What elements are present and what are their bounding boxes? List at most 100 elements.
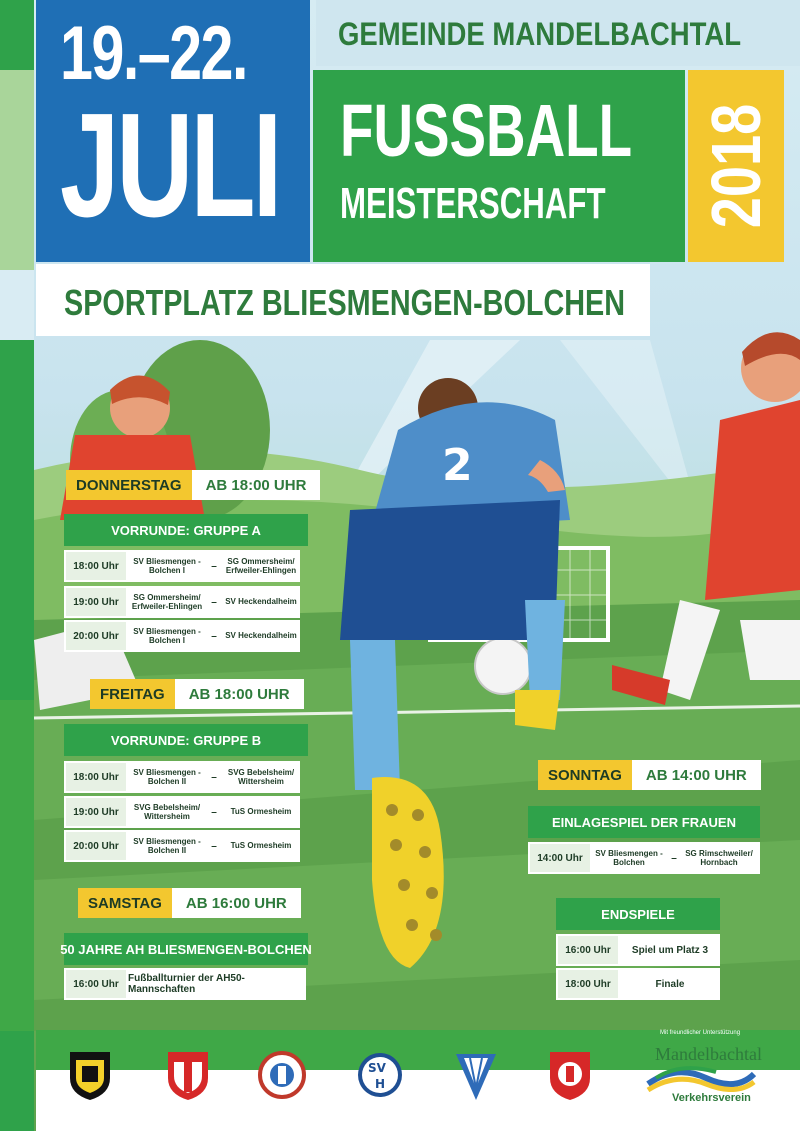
match-time: 20:00 Uhr — [64, 620, 128, 652]
match-pairing: SG Ommersheim/ Erfweiler-Ehlingen – SV H… — [128, 586, 300, 618]
title-line-2: MEISTERSCHAFT — [340, 179, 606, 228]
event-name: Spiel um Platz 3 — [620, 934, 720, 966]
home-team: SVG Bebelsheim/ Wittersheim — [133, 802, 201, 821]
home-team: SV Bliesmengen -Bolchen II — [133, 767, 201, 786]
match-pairing: SV Bliesmengen -Bolchen I – SG Ommershei… — [128, 550, 300, 582]
away-team: TuS Ormesheim — [230, 841, 292, 851]
match-time: 19:00 Uhr — [64, 796, 128, 828]
match-row: 19:00 Uhr SG Ommersheim/ Erfweiler-Ehlin… — [64, 586, 300, 618]
day-header-freitag: FREITAG AB 18:00 UHR — [90, 679, 304, 709]
day-label: SAMSTAG — [78, 888, 172, 918]
away-team: SG Rimschweiler/ Hornbach — [685, 848, 753, 867]
day-start-time: AB 16:00 UHR — [171, 888, 301, 918]
match-pairing: SV Bliesmengen -Bolchen II – TuS Ormeshe… — [128, 830, 300, 862]
day-start-time: AB 18:00 UHR — [191, 470, 321, 500]
home-team: SV Bliesmengen -Bolchen I — [133, 626, 201, 645]
dash: – — [211, 840, 217, 852]
day-label: FREITAG — [90, 679, 175, 709]
day-header-sonntag: SONNTAG AB 14:00 UHR — [538, 760, 761, 790]
sponsor-band — [36, 1030, 800, 1070]
event-row: 16:00 Uhr Fußballturnier der AH50-Mannsc… — [64, 968, 306, 1000]
date-panel — [36, 0, 310, 262]
away-team: SV Heckendalheim — [225, 631, 297, 641]
event-time: 16:00 Uhr — [64, 968, 128, 1000]
month: JULI — [60, 83, 282, 248]
year: 2018 — [697, 103, 776, 229]
home-team: SV Bliesmengen -Bolchen I — [133, 556, 201, 575]
support-note: Mit freundlicher Unterstützung — [660, 1030, 741, 1036]
event-name: Fußballturnier der AH50-Mannschaften — [128, 968, 306, 1000]
away-team: SV Heckendalheim — [225, 597, 297, 607]
dash: – — [211, 596, 217, 608]
match-row: 14:00 Uhr SV Bliesmengen -Bolchen – SG R… — [528, 842, 760, 874]
match-time: 14:00 Uhr — [528, 842, 592, 874]
home-team: SV Bliesmengen -Bolchen II — [133, 836, 201, 855]
svg-text:SV: SV — [368, 1061, 387, 1075]
dash: – — [671, 852, 677, 864]
event-time: 18:00 Uhr — [556, 968, 620, 1000]
dash: – — [211, 560, 217, 572]
match-time: 18:00 Uhr — [64, 761, 128, 793]
sponsor-subtitle: Verkehrsverein — [672, 1092, 751, 1104]
group-header: VORRUNDE: GRUPPE B — [64, 724, 308, 756]
left-stripe-segment — [0, 270, 34, 340]
day-label: DONNERSTAG — [66, 470, 192, 500]
year-panel — [688, 70, 784, 262]
svh-crest-icon: SV H — [358, 1053, 402, 1097]
group-header: EINLAGESPIEL DER FRAUEN — [528, 806, 760, 838]
club-shield-icon — [550, 1052, 590, 1100]
svg-text:H: H — [375, 1077, 385, 1091]
match-row: 18:00 Uhr SV Bliesmengen -Bolchen I – SG… — [64, 550, 300, 582]
day-header-samstag: SAMSTAG AB 16:00 UHR — [78, 888, 301, 918]
away-team: SVG Bebelsheim/ Wittersheim — [227, 767, 295, 786]
year-wrapper: 2018 — [688, 70, 784, 262]
sponsor-logo-waves-icon — [646, 1066, 756, 1092]
match-pairing: SV Bliesmengen -Bolchen – SG Rimschweile… — [592, 842, 760, 874]
left-stripe-segment — [0, 70, 34, 270]
event-time: 16:00 Uhr — [556, 934, 620, 966]
sponsor-name: Mandelbachtal — [655, 1044, 762, 1064]
group-header: 50 JAHRE AH BLIESMENGEN-BOLCHEN — [60, 933, 312, 965]
left-stripe-segment — [0, 340, 34, 700]
group-header: VORRUNDE: GRUPPE A — [64, 514, 308, 546]
tus-crest-icon — [456, 1054, 496, 1100]
dash: – — [211, 806, 217, 818]
day-start-time: AB 14:00 UHR — [631, 760, 761, 790]
left-stripe-segment — [0, 700, 34, 1031]
away-team: SG Ommersheim/ Erfweiler-Ehlingen — [225, 556, 297, 575]
event-name: Finale — [620, 968, 720, 1000]
event-row: 18:00 Uhr Finale — [556, 968, 720, 1000]
match-row: 20:00 Uhr SV Bliesmengen -Bolchen I – SV… — [64, 620, 300, 652]
club-crest-icon — [258, 1051, 306, 1099]
venue-banner: SPORTPLATZ BLIESMENGEN-BOLCHEN — [36, 264, 650, 336]
venue-name: SPORTPLATZ BLIESMENGEN-BOLCHEN — [64, 282, 626, 323]
match-row: 19:00 Uhr SVG Bebelsheim/ Wittersheim – … — [64, 796, 300, 828]
svb-crest-icon — [70, 1052, 110, 1100]
title-line-1: FUSSBALL — [340, 89, 633, 172]
away-team: TuS Ormesheim — [230, 807, 292, 817]
match-row: 18:00 Uhr SV Bliesmengen -Bolchen II – S… — [64, 761, 300, 793]
match-row: 20:00 Uhr SV Bliesmengen -Bolchen II – T… — [64, 830, 300, 862]
dash: – — [211, 630, 217, 642]
home-team: SG Ommersheim/ Erfweiler-Ehlingen — [131, 592, 203, 611]
event-row: 16:00 Uhr Spiel um Platz 3 — [556, 934, 720, 966]
left-stripe-segment — [0, 0, 34, 70]
home-team: SV Bliesmengen -Bolchen — [595, 848, 663, 867]
municipality-name: GEMEINDE MANDELBACHTAL — [338, 16, 742, 52]
jersey-number: 2 — [442, 440, 473, 491]
match-time: 18:00 Uhr — [64, 550, 128, 582]
sv-crest-icon — [168, 1052, 208, 1100]
day-label: SONNTAG — [538, 760, 632, 790]
match-pairing: SV Bliesmengen -Bolchen II – SVG Bebelsh… — [128, 761, 300, 793]
title-panel — [313, 70, 685, 262]
match-pairing: SV Bliesmengen -Bolchen I – SV Heckendal… — [128, 620, 300, 652]
match-time: 19:00 Uhr — [64, 586, 128, 618]
municipality-banner: GEMEINDE MANDELBACHTAL — [316, 0, 800, 66]
day-header-donnerstag: DONNERSTAG AB 18:00 UHR — [66, 470, 321, 500]
match-time: 20:00 Uhr — [64, 830, 128, 862]
match-pairing: SVG Bebelsheim/ Wittersheim – TuS Ormesh… — [128, 796, 300, 828]
day-start-time: AB 18:00 UHR — [174, 679, 304, 709]
date-range: 19.–22. — [60, 11, 248, 96]
group-header: ENDSPIELE — [556, 898, 720, 930]
